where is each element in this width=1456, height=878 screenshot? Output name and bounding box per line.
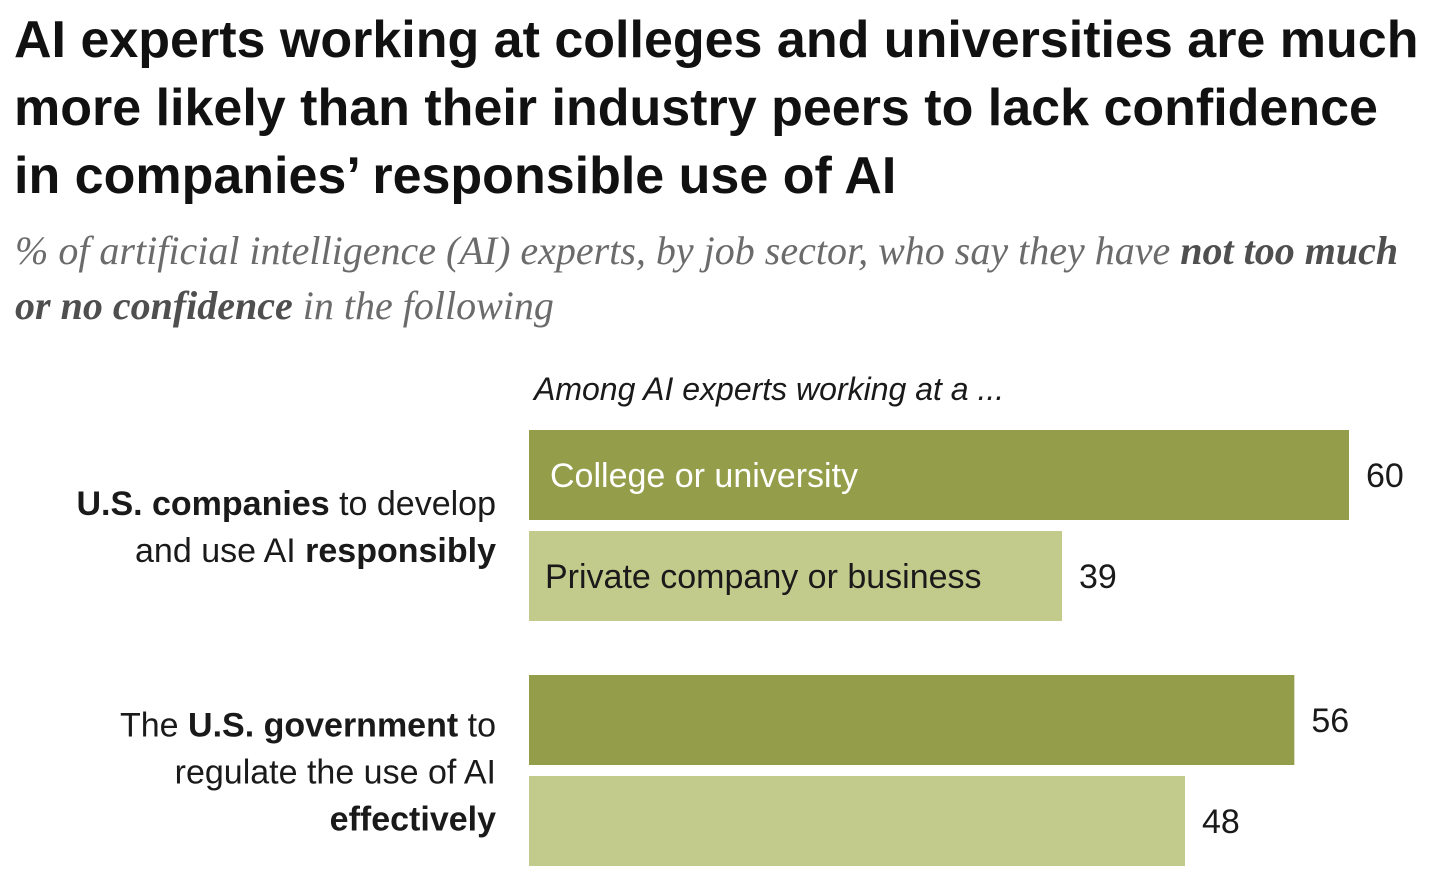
- bar: [529, 776, 1185, 866]
- chart-subtitle: % of artificial intelligence (AI) expert…: [15, 223, 1435, 333]
- chart-header: Among AI experts working at a ...: [532, 371, 1004, 407]
- chart-title: AI experts working at colleges and unive…: [14, 11, 1419, 205]
- series-label: Private company or business: [545, 558, 982, 596]
- bar: [529, 430, 1349, 520]
- value-label: 60: [1366, 457, 1404, 495]
- subtitle-text-end: in the following: [292, 283, 554, 328]
- category-label: regulate the use of AI: [175, 754, 496, 792]
- category-label: The U.S. government to: [120, 707, 496, 745]
- subtitle-emphasis: not too much or no confidence: [15, 228, 1399, 328]
- subtitle-text-start: % of artificial intelligence (AI) expert…: [15, 228, 1181, 273]
- category-label: effectively: [330, 801, 496, 839]
- category-label: and use AI responsibly: [135, 532, 496, 570]
- value-label: 56: [1311, 702, 1349, 740]
- value-label: 39: [1079, 558, 1117, 596]
- series-label: College or university: [550, 457, 858, 495]
- bar: [529, 531, 1062, 621]
- category-label: U.S. companies to develop: [76, 485, 496, 523]
- bar: [529, 675, 1295, 765]
- value-label: 48: [1202, 803, 1240, 841]
